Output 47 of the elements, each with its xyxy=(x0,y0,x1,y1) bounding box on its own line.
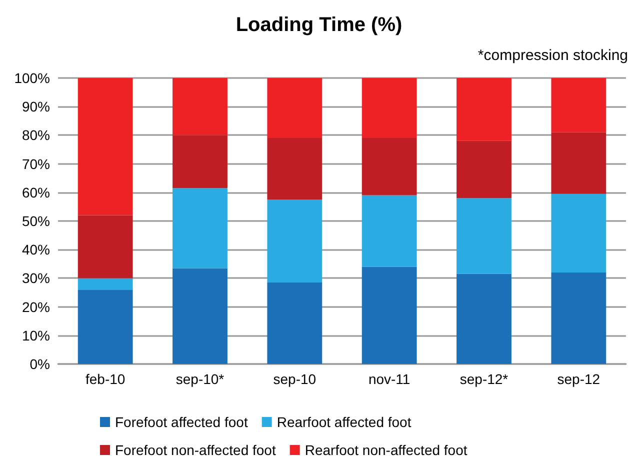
bar xyxy=(172,78,228,136)
x-tick-label: sep-12* xyxy=(460,371,509,387)
y-tick-label: 90% xyxy=(22,98,50,115)
bar xyxy=(551,78,606,132)
bar xyxy=(172,188,228,268)
bar xyxy=(267,200,322,282)
bar xyxy=(78,290,133,364)
bar xyxy=(267,78,322,138)
x-tick-label: feb-10 xyxy=(85,371,126,387)
legend-label: Rearfoot non-affected foot xyxy=(304,442,468,458)
y-tick-label: 80% xyxy=(22,127,50,144)
y-tick-label: 30% xyxy=(22,270,50,286)
x-tick-label: sep-12 xyxy=(557,371,600,387)
bar xyxy=(456,78,512,141)
bar xyxy=(456,140,512,198)
bar xyxy=(78,278,133,290)
bar xyxy=(362,195,417,267)
text: *compression stocking xyxy=(478,47,628,64)
bar xyxy=(456,198,512,274)
bar xyxy=(551,194,606,272)
bar xyxy=(551,272,606,364)
chart-title: Loading Time (%) xyxy=(236,14,402,36)
bar xyxy=(456,274,512,364)
bar xyxy=(172,268,228,364)
y-tick-label: 50% xyxy=(22,213,50,229)
bar xyxy=(267,282,322,364)
y-tick-label: 60% xyxy=(22,184,50,200)
y-tick-label: 40% xyxy=(22,242,50,258)
bar xyxy=(172,135,228,188)
bar xyxy=(362,78,417,138)
x-tick-label: sep-10* xyxy=(176,371,225,387)
legend-label: Forefoot affected foot xyxy=(115,414,248,430)
y-tick-label: 10% xyxy=(22,327,50,344)
bar xyxy=(362,138,417,196)
legend-label: Forefoot non-affected foot xyxy=(115,442,276,458)
y-tick-label: 100% xyxy=(14,70,50,86)
legend-label: Rearfoot affected foot xyxy=(276,414,412,430)
bar xyxy=(362,266,417,364)
y-tick-label: 0% xyxy=(30,356,50,372)
bar xyxy=(78,78,133,216)
bar xyxy=(78,215,133,278)
y-tick-label: 20% xyxy=(22,298,50,315)
bar xyxy=(267,138,322,200)
x-tick-label: sep-10 xyxy=(273,371,316,387)
bar xyxy=(551,132,606,194)
x-tick-label: nov-11 xyxy=(368,371,410,387)
y-tick-label: 70% xyxy=(22,156,50,172)
